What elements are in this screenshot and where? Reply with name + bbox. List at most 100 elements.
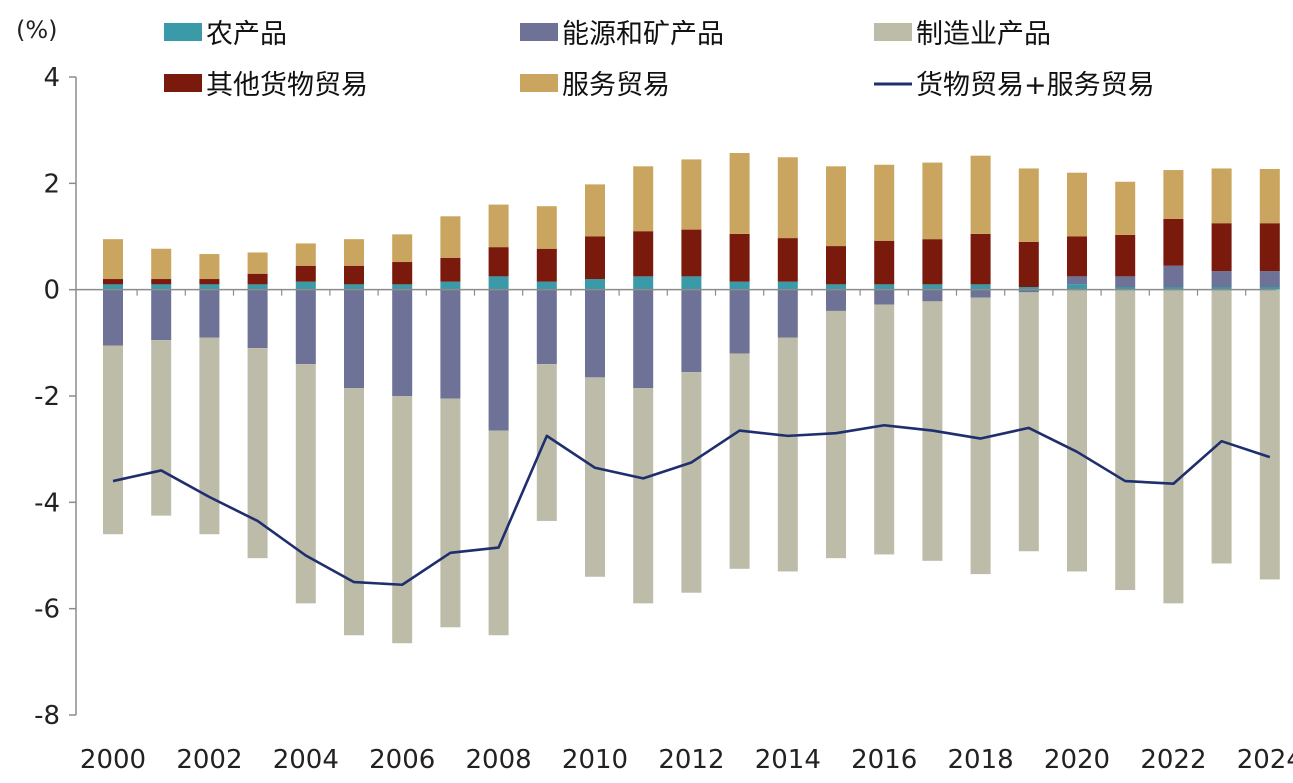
bar-segment xyxy=(392,289,413,396)
bar-segment xyxy=(1163,289,1184,604)
bar-segment xyxy=(103,239,123,280)
bar-segment xyxy=(585,279,605,290)
legend-swatch xyxy=(520,74,558,92)
x-tick-label: 2006 xyxy=(369,745,435,775)
bar-segment xyxy=(392,262,413,285)
bar-segment xyxy=(729,233,750,282)
legend-label: 能源和矿产品 xyxy=(562,19,724,50)
bar-segment xyxy=(295,289,316,365)
x-tick-label: 2014 xyxy=(755,745,821,775)
x-tick-label: 2022 xyxy=(1140,745,1206,775)
bar-segment xyxy=(681,276,702,290)
bar-segment xyxy=(536,289,557,365)
bar-segment xyxy=(729,153,750,234)
x-tick-label: 2010 xyxy=(562,745,628,775)
bar-segment xyxy=(970,289,991,298)
bar-segment xyxy=(247,273,268,285)
bar-segment xyxy=(151,279,172,285)
bar-segment xyxy=(1018,241,1039,288)
bar-segment xyxy=(103,289,123,346)
x-tick-label: 2000 xyxy=(80,745,146,775)
bar-segment xyxy=(536,248,557,282)
bar-segment xyxy=(874,304,895,555)
bar-segment xyxy=(922,239,943,285)
bar-segment xyxy=(1115,234,1136,277)
bar-segment xyxy=(344,239,364,266)
bar-segment xyxy=(247,348,268,559)
bar-segment xyxy=(103,345,123,535)
bar-segment xyxy=(633,276,654,290)
bar-segment xyxy=(392,396,413,644)
bar-segment xyxy=(585,377,605,577)
bar-segment xyxy=(777,281,798,290)
bar-segment xyxy=(874,164,895,241)
x-tick-label: 2002 xyxy=(176,745,242,775)
bar-segment xyxy=(199,279,220,285)
bar-segment xyxy=(344,265,364,285)
bar-segment xyxy=(344,284,364,290)
bar-segment xyxy=(777,238,798,282)
bar-segment xyxy=(1211,287,1232,290)
bar-segment xyxy=(440,398,461,628)
bar-segment xyxy=(344,388,364,636)
bar-segment xyxy=(826,284,846,290)
bar-segment xyxy=(295,281,316,290)
legend-swatch xyxy=(164,74,202,92)
bar-segment xyxy=(681,289,702,373)
bar-segment xyxy=(729,281,750,290)
bar-segment xyxy=(1018,287,1039,290)
bar-segment xyxy=(295,364,316,604)
bar-segment xyxy=(1163,265,1184,288)
bar-segment xyxy=(488,247,509,277)
legend-swatch xyxy=(520,23,558,41)
bar-segment xyxy=(1018,292,1039,552)
bar-segment xyxy=(536,364,557,521)
bar-segment xyxy=(440,257,461,282)
legend-label: 农产品 xyxy=(206,19,287,50)
bar-segment xyxy=(633,166,654,232)
bar-segment xyxy=(585,236,605,280)
bar-segment xyxy=(1259,289,1280,580)
y-tick-label: -2 xyxy=(34,382,60,412)
bar-segment xyxy=(729,289,750,354)
x-tick-label: 2016 xyxy=(851,745,917,775)
bar-segment xyxy=(1211,271,1232,288)
y-tick-label: 2 xyxy=(43,169,60,199)
bar-segment xyxy=(922,284,943,290)
bar-segment xyxy=(633,231,654,277)
legend-label: 货物贸易+服务贸易 xyxy=(916,70,1155,101)
bar-segment xyxy=(440,281,461,290)
bar-segment xyxy=(1115,289,1136,591)
bar-segment xyxy=(922,289,943,302)
bar-segment xyxy=(970,297,991,575)
bar-segment xyxy=(488,430,509,636)
bar-segment xyxy=(922,162,943,240)
bar-segment xyxy=(826,310,846,559)
bar-segment xyxy=(488,204,509,248)
bar-segment xyxy=(970,155,991,234)
bar-segment xyxy=(247,252,268,274)
bar-segment xyxy=(151,284,172,290)
bar-segment xyxy=(633,289,654,389)
y-tick-label: 4 xyxy=(43,63,60,93)
bar-segment xyxy=(874,289,895,305)
bar-segment xyxy=(1211,168,1232,224)
x-tick-label: 2008 xyxy=(466,745,532,775)
bar-segment xyxy=(392,234,413,263)
y-tick-label: 0 xyxy=(43,276,60,306)
bar-segment xyxy=(440,216,461,258)
bar-segment xyxy=(777,337,798,572)
bar-segment xyxy=(199,254,220,280)
legend-label: 制造业产品 xyxy=(916,19,1051,50)
bar-segment xyxy=(970,284,991,290)
bar-segment xyxy=(151,289,172,341)
bar-segment xyxy=(392,284,413,290)
bar-segment xyxy=(1163,170,1184,219)
bar-segment xyxy=(729,353,750,569)
bar-segment xyxy=(1211,223,1232,272)
bar-segment xyxy=(1018,168,1039,242)
y-tick-label: -8 xyxy=(34,701,60,731)
x-tick-label: 2024 xyxy=(1237,745,1293,775)
bar-segment xyxy=(1259,223,1280,272)
